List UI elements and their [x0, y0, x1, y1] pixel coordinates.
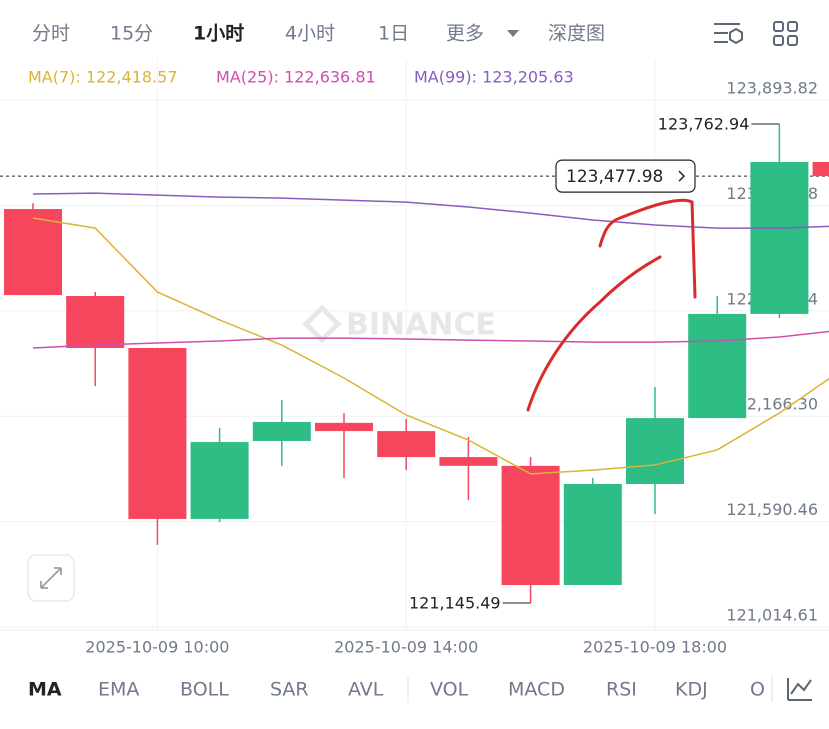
indicator-settings-icon[interactable] — [787, 678, 812, 701]
timeframe-tab[interactable]: 分时 — [32, 23, 70, 45]
y-tick-label: 122,166.30 — [726, 395, 818, 414]
ma-line — [32, 217, 829, 475]
y-tick-label: 123,893.82 — [726, 79, 818, 98]
drawing — [598, 198, 697, 299]
timeframe-tab[interactable]: 深度图 — [548, 23, 605, 45]
indicator-tab[interactable]: MA — [28, 679, 62, 701]
y-tick-label: 121,590.46 — [726, 500, 818, 519]
x-tick-label: 2025-10-09 10:00 — [85, 638, 229, 657]
candle-body — [377, 431, 436, 458]
timeframe-tab[interactable]: 1日 — [378, 23, 409, 45]
watermark: BINANCE — [346, 308, 496, 343]
candle-body — [812, 162, 829, 177]
ma-line — [32, 330, 829, 349]
candle-body — [563, 483, 622, 586]
indicator-tab[interactable]: RSI — [606, 679, 637, 701]
legend-entry: MA(25): 122,636.81 — [216, 68, 376, 87]
candle-body — [252, 421, 311, 441]
layout-icon[interactable] — [773, 21, 798, 46]
low-label: 121,145.49 — [409, 594, 501, 613]
indicator-tab[interactable]: BOLL — [180, 679, 229, 701]
candle-body — [128, 347, 187, 519]
candle-body — [750, 162, 809, 314]
candle-body — [439, 457, 498, 466]
candle-body — [688, 313, 747, 419]
candle-body — [626, 418, 684, 484]
timeframe-tab[interactable]: 15分 — [110, 23, 153, 45]
timeframe-tab[interactable]: 更多 — [446, 23, 484, 45]
ma-line — [32, 192, 829, 229]
dropdown-arrow — [507, 30, 519, 37]
legend-entry: MA(7): 122,418.57 — [28, 68, 178, 87]
expand-button[interactable] — [27, 554, 75, 602]
indicator-tab[interactable]: VOL — [430, 679, 469, 701]
last-price-label: 123,477.98 — [566, 167, 663, 187]
indicator-tab[interactable]: MACD — [508, 679, 565, 701]
last-price-box[interactable] — [555, 159, 696, 193]
chevron — [678, 170, 686, 182]
candle-body — [4, 209, 62, 296]
timeframe-tab[interactable]: 4小时 — [285, 23, 335, 45]
watermark-logo — [302, 304, 342, 344]
drawing — [526, 255, 662, 412]
x-tick-label: 2025-10-09 18:00 — [583, 638, 727, 657]
candle-body — [501, 465, 560, 586]
indicator-tab[interactable]: AVL — [348, 679, 384, 701]
high-label: 123,762.94 — [658, 114, 750, 133]
indicator-tab[interactable]: EMA — [98, 679, 139, 701]
candle-body — [190, 442, 249, 519]
y-tick-label: 121,014.61 — [726, 606, 818, 625]
timeframe-tab[interactable]: 1小时 — [193, 23, 244, 45]
plot: 121,014.61121,590.46122,166.30122,742.14… — [0, 60, 829, 657]
candle-body — [315, 422, 373, 432]
legend-entry: MA(99): 123,205.63 — [414, 68, 574, 87]
candle-body — [66, 295, 125, 348]
x-tick-label: 2025-10-09 14:00 — [334, 638, 478, 657]
settings-icon[interactable] — [714, 23, 743, 45]
indicator-tab[interactable]: KDJ — [675, 679, 708, 701]
indicator-tab[interactable]: SAR — [270, 679, 309, 701]
indicator-tab[interactable]: O — [750, 679, 765, 701]
